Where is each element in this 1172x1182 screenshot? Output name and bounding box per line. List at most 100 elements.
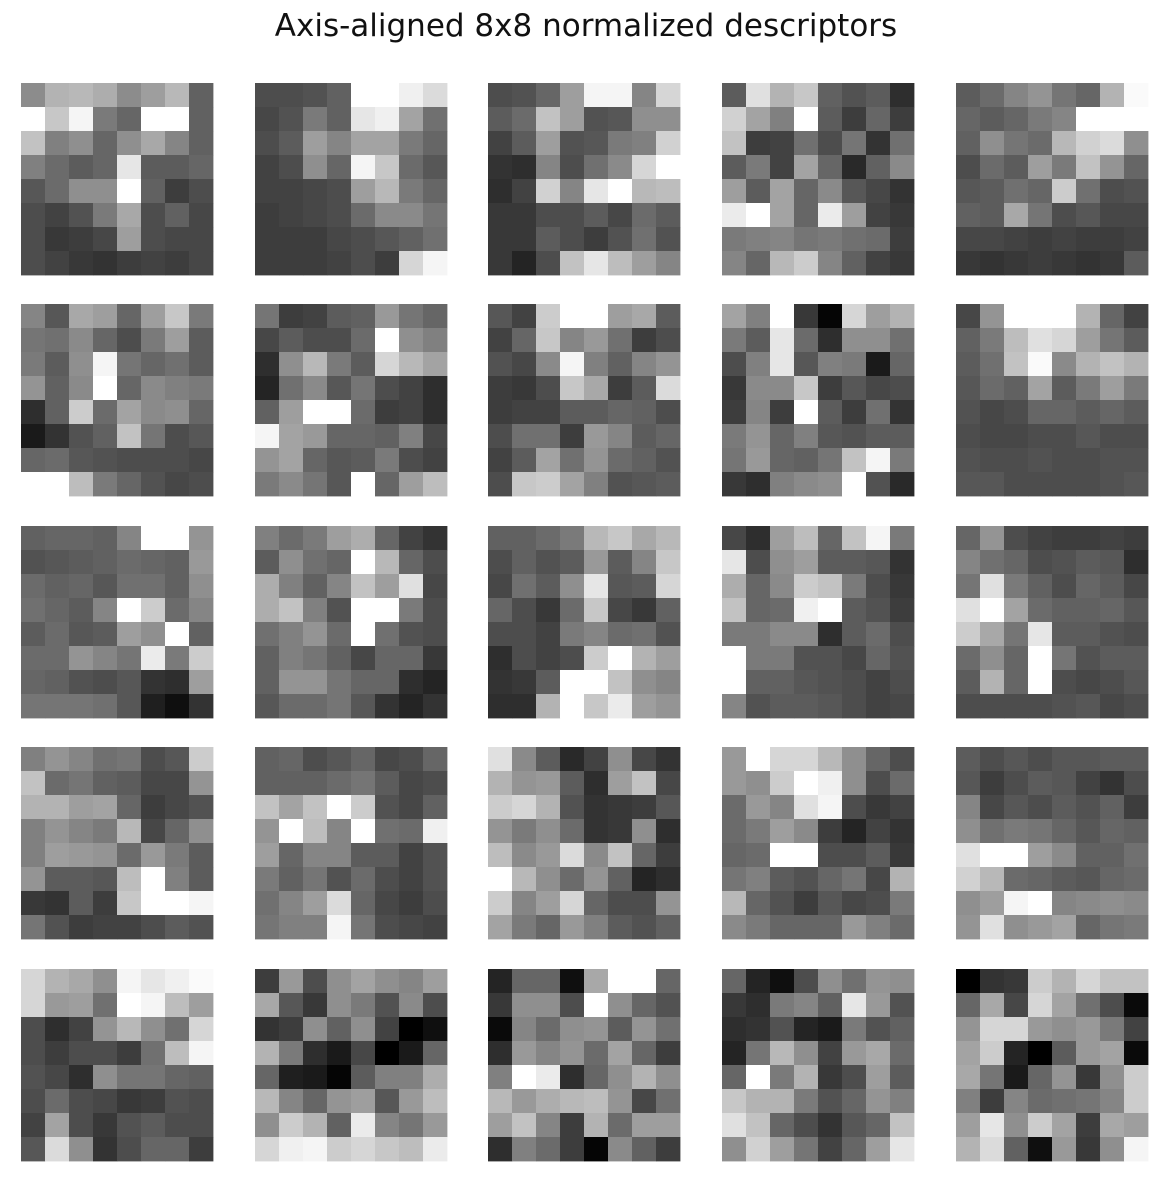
- descriptor-cell: [632, 915, 657, 940]
- descriptor-cell: [866, 107, 891, 132]
- descriptor-cell: [512, 179, 537, 204]
- descriptor-cell: [189, 771, 214, 796]
- descriptor-cell: [303, 670, 328, 695]
- descriptor-cell: [423, 891, 448, 916]
- descriptor-cell: [656, 203, 681, 228]
- descriptor-cell: [842, 203, 867, 228]
- descriptor-cell: [536, 646, 561, 671]
- descriptor-cell: [488, 1065, 513, 1090]
- descriptor-cell: [1100, 1065, 1125, 1090]
- descriptor-cell: [1052, 83, 1077, 108]
- descriptor-cell: [117, 352, 142, 377]
- descriptor-cell: [1100, 1137, 1125, 1162]
- descriptor-cell: [1028, 1017, 1053, 1042]
- descriptor-cell: [423, 227, 448, 252]
- descriptor-cell: [255, 915, 280, 940]
- descriptor-cell: [279, 598, 304, 623]
- descriptor-cell: [746, 203, 771, 228]
- descriptor-cell: [423, 771, 448, 796]
- descriptor-cell: [279, 155, 304, 180]
- descriptor-cell: [770, 376, 795, 401]
- descriptor-cell: [632, 1017, 657, 1042]
- descriptor-cell: [584, 448, 609, 473]
- descriptor-cell: [117, 227, 142, 252]
- descriptor-cell: [327, 795, 352, 820]
- descriptor-cell: [141, 622, 166, 647]
- descriptor-cell: [584, 891, 609, 916]
- descriptor-cell: [1004, 328, 1029, 353]
- descriptor-cell: [890, 598, 915, 623]
- descriptor-cell: [584, 203, 609, 228]
- descriptor-cell: [746, 400, 771, 425]
- descriptor-cell: [351, 400, 376, 425]
- descriptor-cell: [1100, 227, 1125, 252]
- descriptor-cell: [890, 304, 915, 329]
- descriptor-cell: [45, 203, 70, 228]
- descriptor-cell: [722, 400, 747, 425]
- descriptor-cell: [770, 795, 795, 820]
- descriptor-cell: [722, 574, 747, 599]
- descriptor-cell: [488, 993, 513, 1018]
- descriptor-cell: [770, 694, 795, 719]
- descriptor-cell: [1004, 574, 1029, 599]
- descriptor-cell: [21, 1113, 46, 1138]
- descriptor-cell: [890, 891, 915, 916]
- descriptor-cell: [423, 915, 448, 940]
- descriptor-cell: [1004, 424, 1029, 449]
- descriptor-cell: [560, 83, 585, 108]
- descriptor-cell: [423, 1065, 448, 1090]
- descriptor-cell: [399, 448, 424, 473]
- descriptor-panel-13: [488, 526, 681, 719]
- descriptor-cell: [608, 891, 633, 916]
- descriptor-cell: [45, 598, 70, 623]
- descriptor-cell: [327, 843, 352, 868]
- descriptor-cell: [255, 400, 280, 425]
- descriptor-cell: [584, 969, 609, 994]
- descriptor-cell: [488, 1113, 513, 1138]
- descriptor-cell: [746, 448, 771, 473]
- descriptor-panel-10: [956, 304, 1149, 497]
- descriptor-cell: [255, 424, 280, 449]
- descriptor-cell: [1124, 694, 1149, 719]
- descriptor-cell: [512, 550, 537, 575]
- descriptor-cell: [890, 352, 915, 377]
- descriptor-cell: [69, 819, 94, 844]
- descriptor-cell: [399, 526, 424, 551]
- descriptor-cell: [584, 747, 609, 772]
- descriptor-cell: [1100, 670, 1125, 695]
- descriptor-cell: [770, 670, 795, 695]
- descriptor-cell: [890, 867, 915, 892]
- descriptor-cell: [608, 819, 633, 844]
- descriptor-cell: [656, 993, 681, 1018]
- descriptor-cell: [399, 574, 424, 599]
- descriptor-cell: [45, 747, 70, 772]
- descriptor-cell: [842, 304, 867, 329]
- descriptor-cell: [890, 203, 915, 228]
- descriptor-cell: [1004, 251, 1029, 276]
- descriptor-cell: [956, 891, 981, 916]
- descriptor-cell: [770, 867, 795, 892]
- descriptor-cell: [45, 155, 70, 180]
- descriptor-cell: [69, 646, 94, 671]
- descriptor-cell: [1124, 891, 1149, 916]
- descriptor-cell: [327, 251, 352, 276]
- descriptor-cell: [1124, 424, 1149, 449]
- descriptor-cell: [584, 622, 609, 647]
- descriptor-cell: [255, 622, 280, 647]
- descriptor-cell: [608, 203, 633, 228]
- descriptor-cell: [770, 179, 795, 204]
- descriptor-cell: [608, 424, 633, 449]
- descriptor-cell: [21, 694, 46, 719]
- descriptor-cell: [1124, 867, 1149, 892]
- descriptor-cell: [1124, 646, 1149, 671]
- descriptor-cell: [1004, 1113, 1029, 1138]
- descriptor-cell: [399, 203, 424, 228]
- descriptor-cell: [656, 1113, 681, 1138]
- descriptor-cell: [375, 203, 400, 228]
- descriptor-cell: [842, 472, 867, 497]
- descriptor-cell: [279, 646, 304, 671]
- descriptor-cell: [189, 969, 214, 994]
- descriptor-cell: [1004, 819, 1029, 844]
- descriptor-cell: [584, 328, 609, 353]
- descriptor-cell: [818, 574, 843, 599]
